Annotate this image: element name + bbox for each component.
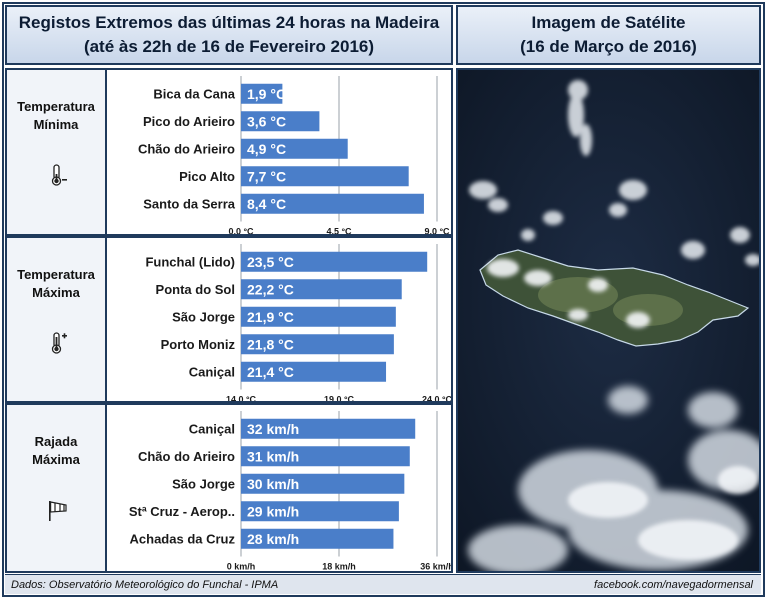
footer-bar: Dados: Observatório Meteorológico do Fun…	[5, 574, 761, 594]
data-label: 23,5 °C	[247, 254, 294, 270]
bar	[241, 138, 348, 159]
category-label: São Jorge	[172, 476, 235, 491]
panel-min-temperature: Temperatura Mínima Bica da Cana 1,9 °C Pic…	[5, 68, 453, 236]
tick-label: 36 km/h	[420, 562, 451, 572]
satellite-image-madeira	[458, 70, 759, 571]
data-label: 3,6 °C	[247, 113, 286, 129]
category-label: Chão do Arieiro	[138, 141, 235, 156]
bar	[241, 446, 410, 467]
tick-label: 19,0 °C	[324, 395, 355, 402]
data-label: 8,4 °C	[247, 196, 286, 212]
windsock-icon	[49, 501, 67, 521]
category-label: Santo da Serra	[143, 196, 236, 211]
chart-min-temperature: Bica da Cana 1,9 °C Pico do Arieiro 3,6 °C C…	[107, 70, 451, 234]
satellite-image	[456, 68, 761, 573]
tick-label: 0 km/h	[227, 562, 256, 572]
category-label: Caniçal	[189, 421, 235, 436]
category-label: Stª Cruz - Aerop..	[129, 504, 235, 519]
bar	[241, 361, 387, 382]
bar	[241, 166, 409, 187]
tick-label: 0,0 °C	[228, 227, 254, 235]
main-title-line2: (até às 22h de 16 de Fevereiro 2016)	[83, 37, 375, 56]
data-label: 21,4 °C	[247, 364, 294, 380]
tick-label: 24,0 °C	[422, 395, 451, 402]
category-label: Bica da Cana	[153, 86, 235, 101]
thermometer-minus-icon	[51, 164, 67, 186]
main-title-line1: Registos Extremos das últimas 24 horas n…	[18, 13, 440, 32]
data-label: 4,9 °C	[247, 141, 286, 157]
bar	[241, 501, 399, 522]
data-label: 22,2 °C	[247, 281, 294, 297]
bar	[241, 111, 320, 132]
bar	[241, 193, 424, 214]
panel-max-gust: Rajada Máxima Caniçal 32 km/h Chão do Arie…	[5, 403, 453, 573]
data-label: 21,9 °C	[247, 309, 294, 325]
tick-label: 18 km/h	[322, 562, 356, 572]
bar	[241, 279, 402, 300]
category-label: Caniçal	[189, 364, 235, 379]
main-title: Registos Extremos das últimas 24 horas n…	[5, 5, 453, 65]
data-label: 30 km/h	[247, 476, 299, 492]
bar	[241, 418, 416, 439]
data-label: 29 km/h	[247, 503, 299, 519]
category-label: Pico Alto	[179, 169, 235, 184]
tick-label: 9,0 °C	[424, 227, 450, 235]
data-label: 21,8 °C	[247, 336, 294, 352]
data-source: Dados: Observatório Meteorológico do Fun…	[11, 579, 279, 591]
category-label: Funchal (Lido)	[145, 254, 235, 269]
category-label: São Jorge	[172, 309, 235, 324]
category-label: Porto Moniz	[161, 337, 236, 352]
bar	[241, 251, 428, 272]
data-label: 31 km/h	[247, 448, 299, 464]
chart-max-temperature: Funchal (Lido) 23,5 °C Ponta do Sol 22,2 °C…	[107, 238, 451, 401]
category-label: Chão do Arieiro	[138, 449, 235, 464]
bar	[241, 306, 396, 327]
panel-max-temperature: Temperatura Máxima Funchal (Lido) 23,5 °C…	[5, 236, 453, 403]
category-label: Temperatura Mínima	[17, 99, 95, 132]
data-label: 1,9 °C	[247, 86, 286, 102]
category-label: Rajada Máxima	[32, 434, 80, 467]
satellite-title-line2: (16 de Março de 2016)	[520, 37, 697, 56]
bar	[241, 83, 283, 104]
facebook-credit-link[interactable]: facebook.com/navegadormensal	[594, 579, 753, 591]
chart-max-gust: Caniçal 32 km/h Chão do Arieiro 31 km/h São …	[107, 405, 451, 571]
data-label: 28 km/h	[247, 531, 299, 547]
data-label: 7,7 °C	[247, 168, 286, 184]
category-label: Achadas da Cruz	[130, 531, 236, 546]
satellite-title: Imagem de Satélite (16 de Março de 2016)	[456, 5, 761, 65]
category-max-gust: Rajada Máxima	[7, 405, 107, 571]
category-max-temperature: Temperatura Máxima	[7, 238, 107, 401]
tick-label: 4,5 °C	[326, 227, 352, 235]
bar	[241, 528, 394, 549]
bar	[241, 473, 405, 494]
bar	[241, 334, 394, 355]
category-label: Ponta do Sol	[156, 282, 235, 297]
category-min-temperature: Temperatura Mínima	[7, 70, 107, 234]
category-label: Pico do Arieiro	[143, 114, 235, 129]
tick-label: 14,0 °C	[226, 395, 257, 402]
satellite-title-line1: Imagem de Satélite	[531, 13, 686, 32]
data-label: 32 km/h	[247, 421, 299, 437]
category-label: Temperatura Máxima	[17, 267, 95, 300]
thermometer-plus-icon	[51, 332, 67, 354]
